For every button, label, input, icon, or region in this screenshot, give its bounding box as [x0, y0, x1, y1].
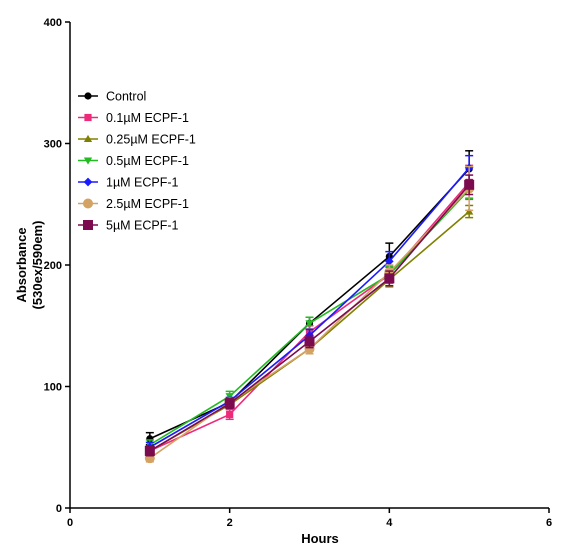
y-axis-title-line-1: Absorbance [14, 227, 29, 302]
x-tick-label: 6 [546, 517, 552, 529]
legend-marker [83, 198, 93, 209]
legend-label: 2.5µM ECPF-1 [106, 197, 189, 211]
legend-entry-4: 1µM ECPF-1 [78, 176, 179, 190]
legend-entry-0: Control [78, 90, 146, 104]
y-tick-label: 300 [44, 139, 62, 151]
y-tick-label: 400 [44, 17, 62, 29]
x-tick-label: 2 [227, 517, 233, 529]
data-point [224, 398, 235, 409]
legend-label: 0.25µM ECPF-1 [106, 133, 196, 147]
y-tick-label: 200 [44, 260, 62, 272]
y-axis-title: Absorbance (530ex/590em) [14, 221, 45, 310]
legend-entry-1: 0.1µM ECPF-1 [78, 111, 189, 125]
legend-marker [84, 113, 92, 122]
series-0 [145, 150, 474, 446]
legend-marker [83, 220, 93, 230]
series-1 [145, 164, 474, 457]
legend-entry-5: 2.5µM ECPF-1 [78, 197, 189, 211]
data-point [385, 257, 394, 266]
x-axis-title: Hours [301, 531, 339, 546]
legend-label: 5µM ECPF-1 [106, 219, 179, 233]
legend-entry-3: 0.5µM ECPF-1 [78, 154, 189, 168]
data-point [144, 445, 155, 456]
data-point [305, 320, 314, 328]
y-axis-ticks: 0 100 200 300 400 [44, 17, 70, 515]
legend-marker [84, 92, 92, 100]
legend-label: 1µM ECPF-1 [106, 176, 179, 190]
y-axis-title-line-2: (530ex/590em) [30, 221, 45, 310]
legend-marker [83, 157, 93, 165]
series-6 [144, 174, 475, 457]
legend-label: 0.1µM ECPF-1 [106, 111, 189, 125]
x-axis-ticks: 0 2 4 6 [67, 508, 552, 529]
legend-entry-2: 0.25µM ECPF-1 [78, 133, 196, 147]
x-tick-label: 0 [67, 517, 73, 529]
legend-marker [83, 177, 93, 187]
x-tick-label: 4 [386, 517, 393, 529]
y-tick-label: 100 [44, 382, 62, 394]
series-layer [144, 150, 475, 464]
legend-entry-6: 5µM ECPF-1 [78, 219, 179, 233]
data-point [384, 273, 395, 284]
data-point [226, 410, 234, 419]
series-4 [145, 154, 474, 453]
data-point [304, 336, 315, 347]
legend-marker [83, 134, 93, 143]
legend-label: Control [106, 90, 146, 104]
data-point [464, 179, 475, 190]
series-line [149, 167, 470, 448]
legend: Control 0.1µM ECPF-1 0.25µM ECPF-1 0.5µM EC… [78, 90, 196, 233]
legend-label: 0.5µM ECPF-1 [106, 154, 189, 168]
y-tick-label: 0 [56, 503, 62, 515]
series-line [149, 168, 470, 440]
